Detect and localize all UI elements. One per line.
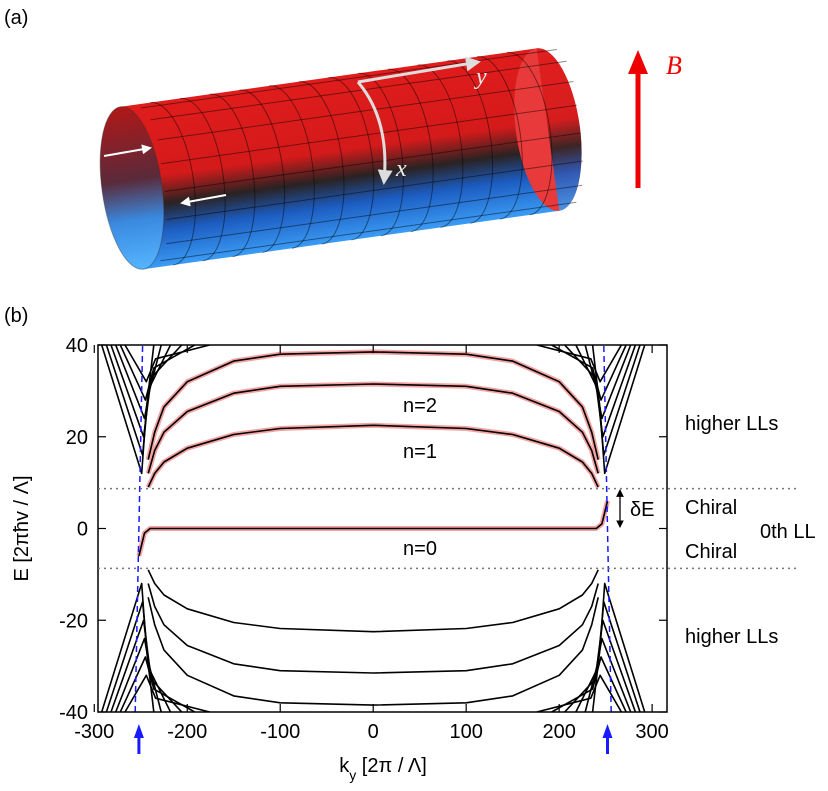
field-arrow-head [628, 50, 648, 74]
series-line [134, 345, 144, 712]
series-line [536, 345, 623, 383]
y-tick-label: -40 [59, 702, 88, 724]
series-line [119, 656, 196, 712]
x-axis-label-part: y [349, 767, 356, 783]
series-line [119, 345, 196, 401]
field-label: B [666, 51, 682, 80]
axis-arrow [357, 56, 481, 84]
series-line [551, 345, 627, 401]
x-tick-label: -300 [74, 721, 114, 743]
annotation: higher LLs [685, 413, 778, 435]
plot-area [100, 345, 646, 712]
position-arrow-head [133, 724, 144, 738]
y-axis-label: E [2πħv / Λ] [11, 475, 33, 581]
y-tick-label: 0 [77, 519, 88, 541]
panel-label: (a) [4, 7, 28, 29]
axis-arrow [356, 81, 393, 185]
x-tick-label: 200 [542, 721, 575, 743]
current-arrow [180, 194, 227, 207]
y-tick-label: 20 [66, 427, 88, 449]
series-line [138, 500, 609, 557]
series-line [147, 597, 599, 706]
series-line [124, 345, 210, 383]
annotation: higher LLs [685, 626, 778, 648]
x-axis-label-part: [2π / Λ] [356, 755, 427, 777]
x-tick-label: 0 [368, 721, 379, 743]
series-highlight [145, 349, 601, 461]
series-line [147, 583, 599, 674]
axis-label: x [395, 156, 407, 182]
cylinder [99, 48, 583, 270]
annotation: n=1 [403, 441, 437, 463]
annotation: δE [630, 499, 654, 521]
position-arrow-head [602, 724, 613, 738]
series-line [575, 619, 637, 712]
series-line [147, 424, 599, 488]
series-line [110, 619, 172, 712]
series-line [110, 345, 172, 438]
x-axis-label: ky [2π / Λ] [339, 755, 427, 783]
series-line [147, 569, 599, 633]
series-highlight [145, 422, 601, 489]
series-line [551, 656, 627, 712]
annotation: 0th LL [760, 521, 816, 543]
current-arrow [103, 144, 152, 157]
series-line [575, 345, 637, 438]
x-tick-label: 100 [449, 721, 482, 743]
axis-label: y [474, 64, 487, 90]
annotation: n=2 [403, 395, 437, 417]
x-tick-label: -100 [260, 721, 300, 743]
annotation: n=0 [403, 538, 437, 560]
series-line [603, 345, 612, 712]
series-highlight [145, 381, 601, 475]
x-tick-label: 300 [635, 721, 668, 743]
annotation: Chiral [685, 541, 737, 563]
series-line [147, 383, 599, 474]
annotation: Chiral [685, 497, 737, 519]
y-tick-label: 40 [66, 335, 88, 357]
x-axis-label-part: k [339, 755, 350, 777]
series-line [124, 674, 210, 712]
y-tick-label: -20 [59, 610, 88, 632]
panel-label: (b) [4, 305, 28, 327]
x-tick-label: -200 [167, 721, 207, 743]
series-line [536, 674, 623, 712]
